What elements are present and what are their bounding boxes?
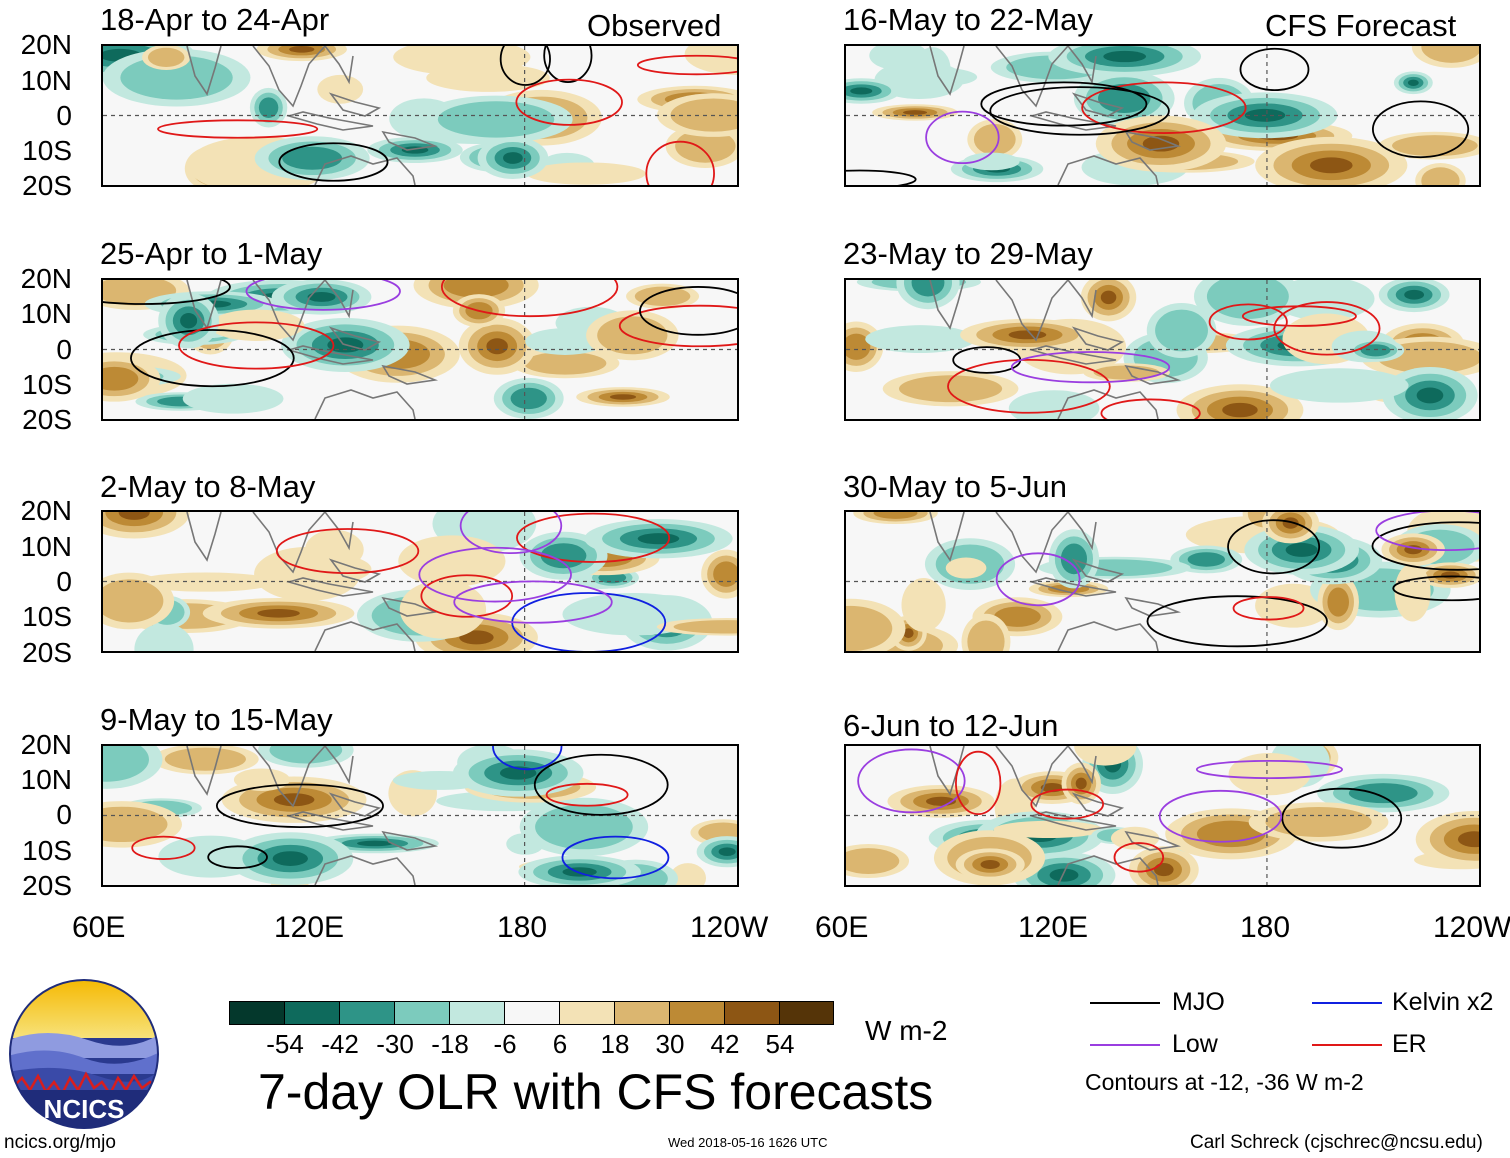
lon-label-left: 60E <box>72 911 126 944</box>
observed-panel-4-title: 9-May to 15-May <box>100 702 333 737</box>
colorbar-unit: W m-2 <box>865 1015 948 1046</box>
legend-line-low <box>1090 1044 1160 1046</box>
olr-map <box>846 280 1479 419</box>
lat-label: 10N <box>20 65 72 96</box>
colorbar-label: 42 <box>710 1029 740 1059</box>
footer-url: ncics.org/mjo <box>4 1132 116 1153</box>
lat-label: 20N <box>20 729 72 760</box>
olr-map <box>846 512 1479 651</box>
olr-map <box>103 746 737 885</box>
ncics-logo: NCICS <box>8 978 160 1130</box>
map-panel-observed-1 <box>101 44 739 187</box>
lat-label: 20N <box>20 29 72 60</box>
lat-label: 20S <box>22 870 72 901</box>
colorbar-label: 54 <box>765 1029 795 1059</box>
lat-label: 10N <box>20 531 72 562</box>
lat-label: 10S <box>22 135 72 166</box>
map-panel-observed-3 <box>101 510 739 653</box>
lon-label-right: 60E <box>815 911 869 944</box>
colorbar-label: -30 <box>376 1029 414 1059</box>
colorbar-box <box>504 1001 560 1025</box>
olr-map <box>103 280 737 419</box>
colorbar-label: -54 <box>266 1029 304 1059</box>
colorbar-box <box>614 1001 670 1025</box>
observed-panel-1-title: 18-Apr to 24-Apr <box>100 2 330 37</box>
lat-label: 0 <box>56 100 72 131</box>
legend-label-low: Low <box>1172 1030 1218 1058</box>
lat-label: 10N <box>20 764 72 795</box>
colorbar-label: 18 <box>600 1029 630 1059</box>
lat-label: 20S <box>22 404 72 435</box>
lon-label-left: 180 <box>497 911 548 944</box>
observed-header: Observed <box>587 8 722 43</box>
lon-label-right: 120E <box>1018 911 1089 944</box>
forecast-panel-2-title: 23-May to 29-May <box>843 236 1093 271</box>
colorbar-box <box>284 1001 340 1025</box>
legend-line-kelvin <box>1312 1002 1382 1004</box>
forecast-panel-1-title: 16-May to 22-May <box>843 2 1093 37</box>
lat-label: 0 <box>56 334 72 365</box>
legend-label-kelvin: Kelvin x2 <box>1392 988 1494 1016</box>
legend-label-er: ER <box>1392 1030 1427 1058</box>
colorbar-box <box>339 1001 395 1025</box>
lat-label: 10N <box>20 298 72 329</box>
footer-timestamp: Wed 2018-05-16 1626 UTC <box>668 1135 828 1150</box>
forecast-header: CFS Forecast <box>1265 8 1457 43</box>
lat-label: 20N <box>20 263 72 294</box>
olr-map <box>846 746 1479 885</box>
map-panel-observed-2 <box>101 278 739 421</box>
lat-label: 20S <box>22 170 72 201</box>
colorbar-box <box>394 1001 450 1025</box>
main-title: 7-day OLR with CFS forecasts <box>258 1064 934 1120</box>
map-panel-observed-4 <box>101 744 739 887</box>
map-panel-forecast-4 <box>844 744 1481 887</box>
colorbar-label: 30 <box>655 1029 685 1059</box>
lat-label: 0 <box>56 566 72 597</box>
lon-label-left: 120E <box>274 911 345 944</box>
map-panel-forecast-1 <box>844 44 1481 187</box>
footer-credit: Carl Schreck (cjschrec@ncsu.edu) <box>1190 1132 1483 1153</box>
legend-label-mjo: MJO <box>1172 988 1225 1016</box>
map-panel-forecast-2 <box>844 278 1481 421</box>
olr-map <box>103 512 737 651</box>
olr-map <box>103 46 737 185</box>
colorbar-label: -42 <box>321 1029 359 1059</box>
lat-label: 20N <box>20 495 72 526</box>
colorbar-box <box>779 1001 834 1025</box>
lon-label-left: 120W <box>690 911 769 944</box>
forecast-panel-4-title: 6-Jun to 12-Jun <box>843 708 1059 743</box>
lon-label-right: 120W <box>1433 911 1510 944</box>
map-panel-forecast-3 <box>844 510 1481 653</box>
forecast-panel-3-title: 30-May to 5-Jun <box>843 469 1067 504</box>
colorbar-box <box>559 1001 615 1025</box>
lat-label: 10S <box>22 601 72 632</box>
lat-label: 0 <box>56 799 72 830</box>
lat-label: 10S <box>22 835 72 866</box>
olr-map <box>846 46 1479 185</box>
lat-label: 10S <box>22 369 72 400</box>
colorbar-box <box>229 1001 285 1025</box>
observed-panel-2-title: 25-Apr to 1-May <box>100 236 323 271</box>
legend-line-er <box>1312 1044 1382 1046</box>
colorbar-label: 6 <box>552 1029 568 1059</box>
colorbar-box <box>449 1001 505 1025</box>
observed-panel-3-title: 2-May to 8-May <box>100 469 316 504</box>
ncics-logo-graphic: NCICS <box>9 979 159 1129</box>
lat-label: 20S <box>22 637 72 668</box>
colorbar-box <box>724 1001 780 1025</box>
colorbar-label: -18 <box>431 1029 469 1059</box>
legend-note: Contours at -12, -36 W m-2 <box>1085 1069 1364 1095</box>
lon-label-right: 180 <box>1240 911 1291 944</box>
logo-text: NCICS <box>44 1094 125 1124</box>
legend-line-mjo <box>1090 1002 1160 1004</box>
colorbar-label: -6 <box>493 1029 517 1059</box>
colorbar-box <box>669 1001 725 1025</box>
